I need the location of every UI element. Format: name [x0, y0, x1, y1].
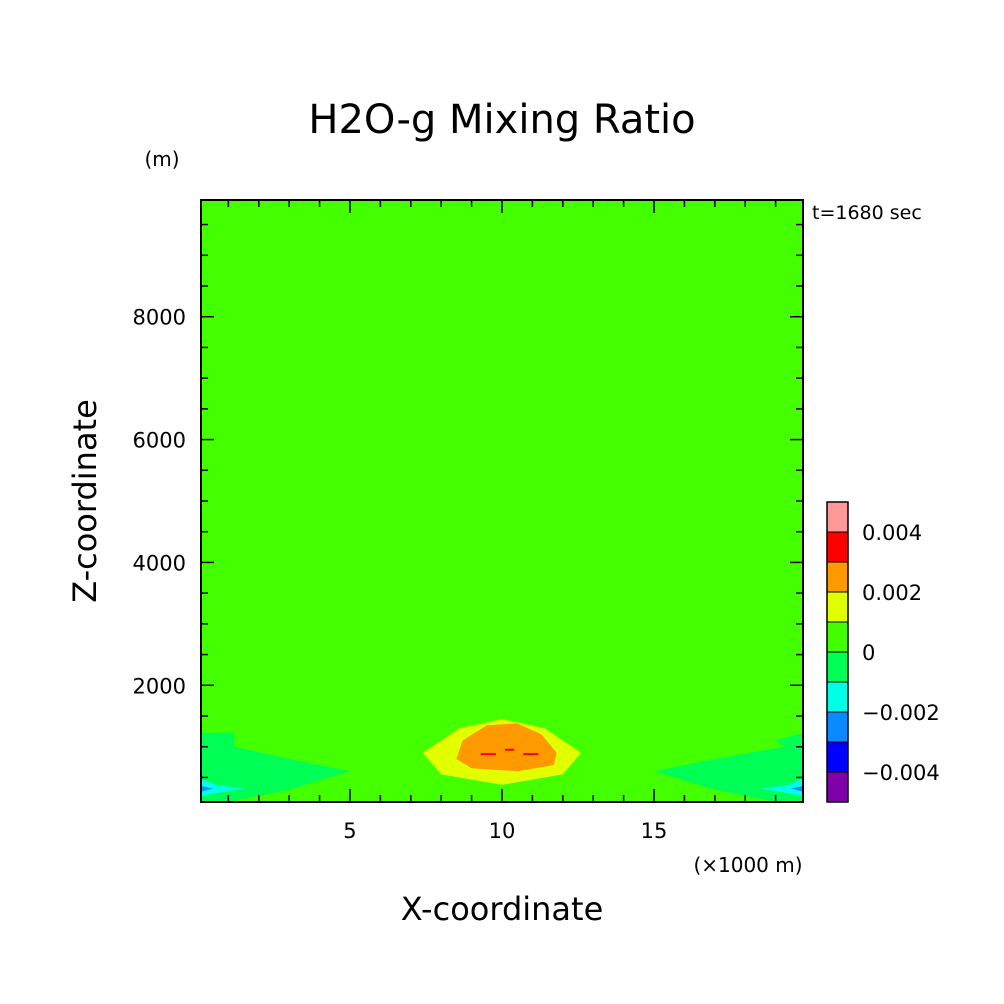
- contour-region-1: [201, 439, 803, 759]
- contour-region-9: [760, 778, 803, 796]
- colorbar-swatch-8: [827, 532, 848, 562]
- colorbar-swatch-2: [827, 712, 848, 742]
- y-axis-unit: (m): [144, 147, 179, 171]
- y-tick-label-2: 6000: [133, 429, 186, 453]
- colorbar-swatch-3: [827, 682, 848, 712]
- y-tick-label-0: 2000: [133, 674, 186, 698]
- x-axis-unit: (×1000 m): [693, 853, 802, 877]
- axis-ticks: [201, 200, 803, 802]
- tick-labels: 5 10 15 2000 4000 6000 8000: [133, 306, 668, 843]
- colorbar-swatch-6: [827, 592, 848, 622]
- x-tick-label-0: 5: [343, 819, 356, 843]
- plot-area: [201, 200, 803, 802]
- colorbar: −0.004 −0.002 0 0.002 0.004: [826, 501, 940, 803]
- contour-region-10: [201, 786, 214, 792]
- colorbar-swatch-1: [827, 742, 848, 772]
- contour-region-7: [654, 732, 803, 802]
- colorbar-label-0: −0.004: [862, 761, 940, 785]
- contour-regions: [201, 200, 803, 802]
- colorbar-label-4: 0.004: [862, 521, 922, 545]
- contour-region-5: [456, 723, 557, 772]
- colorbar-label-2: 0: [862, 641, 875, 665]
- colorbar-swatch-0: [827, 772, 848, 802]
- colorbar-label-3: 0.002: [862, 581, 922, 605]
- colorbar-swatch-9: [827, 502, 848, 532]
- y-tick-label-1: 4000: [133, 551, 186, 575]
- colorbar-label-1: −0.002: [862, 701, 940, 725]
- x-tick-label-1: 10: [489, 819, 516, 843]
- time-label: t=1680 sec: [812, 202, 922, 224]
- contour-region-2: [380, 691, 624, 735]
- colorbar-swatch-7: [827, 562, 848, 592]
- contour-region-6: [201, 732, 350, 802]
- contour-region-11: [790, 786, 803, 792]
- plot-frame: [200, 199, 804, 803]
- colorbar-swatch-5: [827, 622, 848, 652]
- contour-marks: [480, 748, 539, 756]
- y-axis-title: Z-coordinate: [66, 399, 104, 603]
- contour-region-8: [201, 778, 244, 796]
- x-tick-label-2: 15: [641, 819, 668, 843]
- y-tick-label-3: 8000: [133, 306, 186, 330]
- chart-title: H2O-g Mixing Ratio: [308, 97, 695, 143]
- x-axis-title: X-coordinate: [401, 890, 604, 928]
- contour-region-0: [201, 200, 803, 446]
- colorbar-swatch-4: [827, 652, 848, 682]
